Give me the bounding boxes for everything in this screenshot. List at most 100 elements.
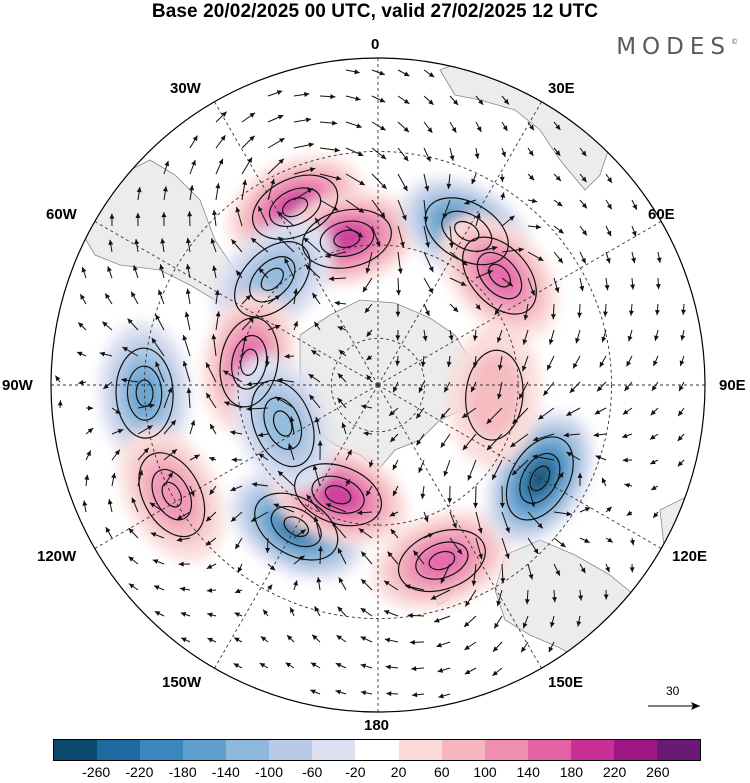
colorbar-segment — [140, 740, 184, 760]
wind-vector — [179, 586, 191, 592]
wind-vector — [496, 589, 503, 607]
wind-vector — [553, 147, 561, 157]
wind-vector — [338, 349, 347, 357]
wind-vector — [151, 337, 165, 357]
wind-vector — [449, 121, 457, 133]
colorbar-segment — [355, 740, 399, 760]
wind-vector — [629, 537, 635, 546]
wind-vector — [527, 198, 538, 204]
wind-vector — [176, 537, 191, 543]
wind-vector — [524, 589, 530, 605]
wind-vector — [447, 485, 453, 504]
wind-vector — [681, 303, 687, 315]
wind-vector — [328, 276, 347, 282]
wind-vector — [293, 142, 315, 149]
wind-vector — [360, 551, 373, 565]
wind-vector — [631, 251, 636, 264]
wind-vector — [130, 291, 139, 305]
colorbar-segment — [183, 740, 227, 760]
wind-vector — [474, 147, 480, 159]
wind-vector — [189, 185, 195, 201]
wind-vector — [104, 293, 113, 305]
wind-vector — [215, 135, 226, 149]
wind-vector — [579, 277, 585, 292]
wind-vector — [420, 485, 426, 500]
colorbar-tick-label: 220 — [602, 764, 627, 780]
wind-vector — [241, 316, 255, 331]
wind-vector — [293, 529, 307, 539]
wind-vector — [486, 407, 503, 425]
wind-vector — [128, 583, 139, 591]
wind-vector — [284, 353, 295, 359]
wind-vector — [303, 237, 321, 253]
wind-vector — [415, 407, 425, 419]
wind-vector — [371, 173, 387, 190]
wind-vector — [361, 404, 373, 410]
wind-vector — [127, 318, 139, 331]
wind-vector — [205, 511, 217, 522]
wind-vector — [287, 443, 295, 461]
wind-vector — [345, 121, 363, 129]
wind-vector — [128, 556, 139, 565]
wind-vector — [422, 329, 428, 342]
parallel-circle — [143, 150, 613, 620]
wind-vector — [310, 349, 321, 357]
meridian-line — [377, 221, 662, 386]
wind-vector — [563, 432, 581, 438]
wind-vector — [449, 147, 455, 161]
wind-vector — [185, 263, 191, 279]
wind-vector — [418, 459, 425, 474]
height-contour — [115, 347, 174, 439]
wind-vector — [443, 459, 451, 477]
wind-vector — [76, 351, 87, 357]
wind-vector — [111, 428, 124, 435]
wind-vector — [626, 355, 633, 367]
wind-vector — [262, 609, 269, 617]
wind-vector — [438, 693, 451, 699]
wind-vector — [54, 375, 61, 383]
colorbar-tick-label: 20 — [390, 764, 407, 780]
wind-vector — [153, 585, 165, 591]
wind-vector — [532, 433, 555, 442]
wind-vector — [310, 662, 321, 669]
colorbar-segment — [613, 740, 657, 760]
wind-vector — [599, 355, 607, 368]
wind-vector — [464, 641, 477, 651]
wind-vector — [651, 381, 659, 392]
wind-vector — [462, 433, 477, 451]
wind-vector — [185, 237, 191, 253]
wind-vector — [397, 225, 405, 248]
wind-vector — [241, 135, 255, 149]
wind-vector — [314, 605, 321, 617]
wind-vector — [449, 303, 459, 313]
wind-vector — [604, 277, 610, 291]
wind-vector — [162, 186, 168, 201]
wind-vector — [214, 289, 220, 305]
wind-vector — [99, 351, 113, 357]
colorbar-segment — [570, 740, 614, 760]
wind-vector — [423, 303, 430, 317]
wind-vector — [650, 407, 659, 416]
wind-vector — [259, 662, 269, 669]
colorbar-segment — [527, 740, 571, 760]
wind-vector — [553, 251, 564, 264]
wind-vector — [235, 270, 243, 279]
wind-vector — [308, 394, 321, 409]
wind-vector — [293, 167, 316, 175]
wind-vector — [152, 559, 165, 565]
wind-vector — [319, 173, 342, 181]
wind-vector — [258, 453, 269, 461]
wind-vector — [317, 440, 323, 461]
wind-vector — [553, 225, 565, 234]
wind-vector — [84, 474, 90, 487]
wind-vector — [423, 251, 434, 273]
wind-vector — [319, 147, 340, 153]
wind-vector — [101, 321, 113, 331]
wind-vector — [215, 111, 228, 123]
wind-vector — [357, 510, 373, 516]
wind-vector — [215, 158, 224, 175]
height-contour — [138, 452, 206, 538]
colorbar-tick-label: -220 — [125, 764, 154, 780]
wind-vector — [532, 454, 555, 461]
wind-vector — [335, 689, 347, 695]
